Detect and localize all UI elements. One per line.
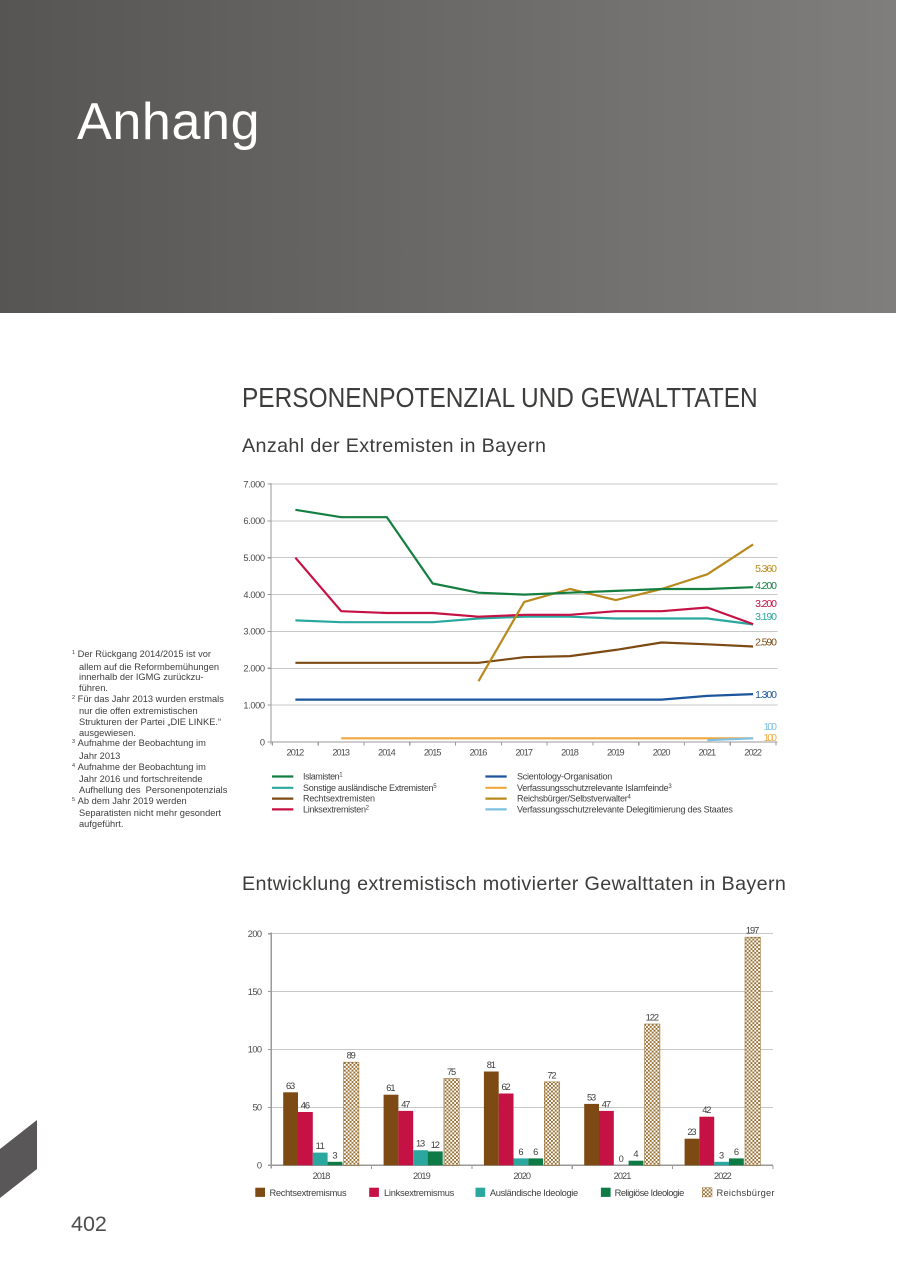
svg-text:0: 0 — [257, 1161, 262, 1171]
svg-text:122: 122 — [646, 1013, 659, 1023]
svg-text:100: 100 — [764, 732, 778, 744]
svg-text:200: 200 — [248, 929, 262, 939]
svg-text:Reichsbürger: Reichsbürger — [717, 1188, 775, 1198]
svg-text:4.200: 4.200 — [755, 580, 777, 592]
svg-text:50: 50 — [253, 1103, 263, 1113]
svg-text:3: 3 — [332, 1150, 337, 1160]
svg-text:63: 63 — [286, 1081, 295, 1091]
svg-text:2021: 2021 — [698, 748, 716, 758]
svg-text:2.000: 2.000 — [243, 664, 265, 674]
svg-text:46: 46 — [301, 1101, 310, 1111]
svg-text:Rechtsextremismus: Rechtsextremismus — [270, 1188, 347, 1198]
svg-text:62: 62 — [502, 1082, 511, 1092]
svg-text:0: 0 — [619, 1154, 624, 1164]
svg-text:6: 6 — [734, 1147, 739, 1157]
svg-text:23: 23 — [687, 1127, 696, 1137]
svg-text:2.590: 2.590 — [755, 637, 777, 649]
svg-text:Verfassungsschutzrelevante Isl: Verfassungsschutzrelevante Islamfeinde3 — [517, 783, 672, 793]
svg-text:4: 4 — [633, 1149, 638, 1159]
svg-text:6: 6 — [518, 1147, 523, 1157]
svg-text:2014: 2014 — [378, 748, 396, 758]
svg-text:Islamisten1: Islamisten1 — [303, 772, 343, 782]
svg-text:Ausländische Ideologie: Ausländische Ideologie — [490, 1188, 578, 1198]
svg-text:1.000: 1.000 — [243, 700, 265, 710]
svg-text:Reichsbürger/Selbstverwalter4: Reichsbürger/Selbstverwalter4 — [517, 794, 631, 804]
svg-text:2022: 2022 — [744, 748, 762, 758]
svg-text:Verfassungsschutzrelevante Del: Verfassungsschutzrelevante Delegitimieru… — [517, 804, 733, 814]
svg-text:5.360: 5.360 — [755, 563, 777, 575]
svg-text:Religiöse Ideologie: Religiöse Ideologie — [615, 1188, 685, 1198]
svg-text:61: 61 — [386, 1083, 395, 1093]
svg-text:2019: 2019 — [607, 748, 625, 758]
svg-text:5.000: 5.000 — [243, 553, 265, 563]
svg-text:72: 72 — [547, 1070, 556, 1080]
svg-text:3.200: 3.200 — [755, 598, 777, 610]
svg-text:11: 11 — [316, 1141, 325, 1151]
svg-text:13: 13 — [416, 1139, 425, 1149]
svg-text:42: 42 — [702, 1105, 711, 1115]
svg-text:6: 6 — [533, 1147, 538, 1157]
svg-text:12: 12 — [431, 1140, 440, 1150]
svg-text:100: 100 — [764, 721, 778, 733]
svg-text:Linksextremismus: Linksextremismus — [384, 1188, 455, 1198]
svg-text:0: 0 — [260, 737, 265, 747]
svg-text:2018: 2018 — [561, 748, 579, 758]
svg-text:Rechtsextremisten: Rechtsextremisten — [303, 794, 375, 804]
svg-text:Scientology-Organisation: Scientology-Organisation — [517, 772, 612, 782]
svg-text:3.190: 3.190 — [755, 611, 777, 623]
svg-text:75: 75 — [447, 1067, 456, 1077]
svg-text:7.000: 7.000 — [243, 479, 265, 489]
svg-text:Sonstige ausländische Extremis: Sonstige ausländische Extremisten5 — [303, 783, 437, 793]
svg-text:150: 150 — [248, 987, 262, 997]
svg-text:1.300: 1.300 — [755, 689, 777, 701]
svg-text:3.000: 3.000 — [243, 627, 265, 637]
svg-text:89: 89 — [347, 1051, 356, 1061]
svg-text:2013: 2013 — [332, 748, 350, 758]
svg-text:2015: 2015 — [424, 748, 442, 758]
svg-text:81: 81 — [487, 1060, 496, 1070]
svg-text:4.000: 4.000 — [243, 590, 265, 600]
svg-text:2019: 2019 — [413, 1171, 431, 1181]
svg-text:2016: 2016 — [470, 748, 488, 758]
svg-text:2022: 2022 — [714, 1171, 732, 1181]
svg-text:197: 197 — [746, 926, 759, 936]
svg-text:53: 53 — [587, 1092, 596, 1102]
svg-text:100: 100 — [248, 1045, 262, 1055]
svg-text:47: 47 — [401, 1099, 410, 1109]
svg-text:47: 47 — [602, 1099, 611, 1109]
svg-text:2021: 2021 — [614, 1171, 632, 1181]
svg-text:2018: 2018 — [313, 1171, 331, 1181]
svg-text:6.000: 6.000 — [243, 516, 265, 526]
svg-text:2020: 2020 — [653, 748, 671, 758]
svg-text:2017: 2017 — [515, 748, 533, 758]
svg-text:3: 3 — [719, 1150, 724, 1160]
svg-text:2012: 2012 — [287, 748, 305, 758]
svg-text:2020: 2020 — [513, 1171, 531, 1181]
svg-text:Linksextremisten2: Linksextremisten2 — [303, 804, 370, 814]
